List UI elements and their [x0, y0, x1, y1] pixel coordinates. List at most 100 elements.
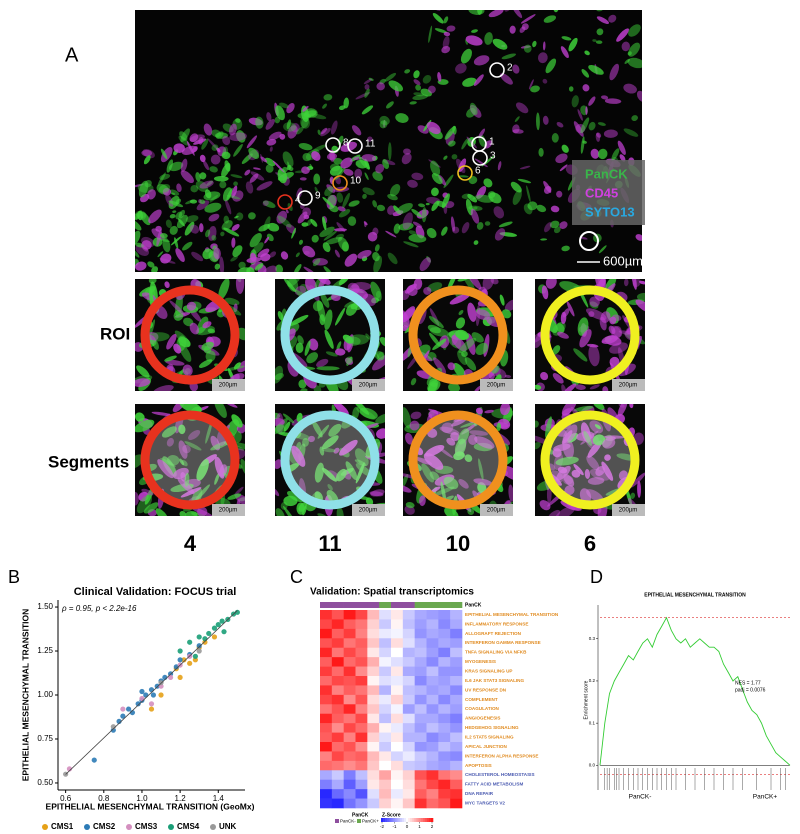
tissue-blob	[322, 216, 327, 230]
heat-cell	[343, 610, 356, 620]
thumb-blob	[500, 404, 511, 416]
thumb-blob	[311, 420, 323, 438]
heat-cell	[391, 676, 404, 686]
thumb-blob	[179, 343, 192, 362]
tissue-blob	[561, 245, 570, 252]
heat-cell	[331, 760, 344, 771]
tissue-blob	[628, 42, 641, 57]
heat-cell	[331, 779, 344, 790]
heat-cell	[450, 685, 463, 696]
thumb-blob	[617, 404, 628, 417]
heat-cell	[343, 779, 356, 790]
tissue-blob	[157, 172, 166, 187]
tissue-blob	[248, 147, 260, 159]
tissue-blob	[473, 74, 484, 86]
tissue-blob	[258, 223, 271, 232]
tissue-blob	[579, 236, 588, 240]
heat-cell	[355, 704, 368, 715]
thumb-blob	[214, 404, 227, 418]
tissue-blob	[159, 258, 176, 264]
tissue-blob	[432, 12, 444, 24]
point	[196, 634, 202, 640]
heat-cell	[438, 694, 451, 705]
legend-text: PanCK	[585, 166, 628, 181]
thumb-blob	[449, 293, 471, 305]
roi-label: 8	[343, 138, 349, 149]
thumb-blob	[330, 293, 341, 301]
tissue-blob	[269, 146, 273, 152]
heat-cell	[379, 694, 392, 705]
tissue-blob	[236, 130, 246, 143]
thumb-blob	[196, 459, 209, 481]
group-bar	[367, 602, 380, 608]
thumb-blob	[181, 459, 188, 467]
thumb-blob	[437, 446, 453, 458]
heat-cell	[331, 666, 344, 677]
tissue-blob	[260, 156, 268, 163]
tissue-blob	[199, 154, 206, 163]
segment-fill	[285, 415, 375, 505]
thumb-blob	[458, 309, 464, 316]
segment-fill	[145, 415, 235, 505]
tissue-blob	[269, 251, 277, 258]
colorbar-step	[401, 818, 405, 822]
tissue-blob	[379, 115, 390, 126]
tissue-blob	[322, 196, 334, 208]
tissue-blob	[374, 244, 380, 252]
tissue-blob	[442, 36, 450, 50]
thumb-blob	[233, 303, 238, 313]
scale-box	[352, 379, 385, 391]
tissue-blob	[501, 53, 516, 60]
heat-cell	[402, 685, 415, 696]
x-end-label: PanCK-	[629, 794, 652, 801]
thumb-blob	[304, 340, 311, 356]
tissue-blob	[135, 230, 141, 245]
heat-cell	[414, 751, 427, 762]
thumb-blob	[440, 481, 447, 504]
thumb-blob	[573, 463, 584, 476]
roi-circle	[472, 150, 488, 166]
tissue-blob	[180, 128, 190, 143]
thumb-blob	[153, 385, 174, 391]
heat-cell	[343, 760, 356, 771]
tissue-blob	[375, 163, 385, 174]
tissue-blob	[428, 25, 433, 43]
tissue-blob	[451, 0, 459, 1]
thumb-blob	[602, 386, 609, 391]
tissue-blob	[220, 231, 225, 237]
heat-cell	[426, 619, 439, 630]
tissue-blob	[221, 220, 233, 231]
thumb-blob	[535, 384, 542, 390]
heat-cell	[367, 704, 380, 715]
point	[196, 643, 202, 649]
heat-cell	[343, 742, 356, 752]
thumb-blob	[475, 342, 488, 356]
tissue-blob	[222, 135, 231, 145]
thumb-blob	[552, 373, 564, 384]
heat-cell	[402, 723, 415, 733]
thumb-blob	[201, 341, 214, 351]
tissue-blob	[286, 164, 292, 171]
tissue-blob	[312, 258, 321, 267]
heat-cell	[391, 779, 404, 790]
tissue-blob	[387, 252, 398, 265]
thumb-blob	[234, 493, 245, 508]
tissue-blob	[323, 230, 338, 241]
tissue-blob	[351, 125, 362, 136]
heat-cell	[450, 610, 463, 620]
tissue-blob	[361, 105, 374, 115]
thumb-blob	[430, 486, 441, 493]
tissue-blob	[155, 225, 162, 232]
row-label: UV RESPONSE DN	[465, 687, 507, 692]
thumb-blob	[475, 309, 490, 320]
tissue-blob	[388, 80, 403, 92]
thumb-blob	[333, 404, 349, 416]
tissue-blob	[189, 133, 199, 143]
roi-circle	[297, 190, 313, 206]
tissue-blob	[441, 226, 448, 236]
tissue-blob	[531, 0, 544, 7]
thumb-blob	[376, 428, 385, 439]
heat-cell	[320, 760, 333, 771]
tissue-blob	[185, 215, 199, 223]
roi-ring	[140, 410, 240, 510]
